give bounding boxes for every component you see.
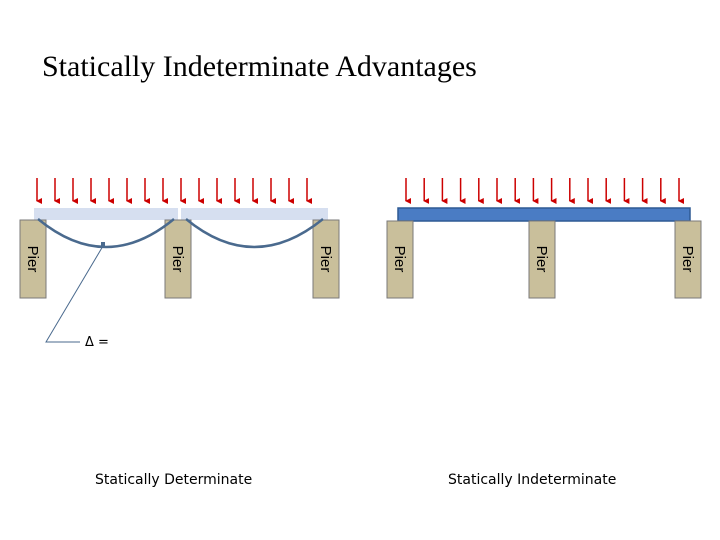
- pier-4: [386, 220, 414, 299]
- pier-6: [674, 220, 702, 299]
- pier-label-3: Pier: [317, 246, 334, 273]
- pier-label-6: Pier: [679, 246, 696, 273]
- pier-5: [528, 220, 556, 299]
- pier-label-4: Pier: [391, 246, 408, 273]
- delta-label: Δ =: [85, 335, 109, 350]
- indeterminate-system: [386, 178, 702, 299]
- simple-span-beam-2: [181, 208, 328, 220]
- caption-determinate: Statically Determinate: [95, 472, 253, 488]
- continuous-beam: [397, 207, 691, 222]
- deflected-shape-span-2: [185, 218, 324, 249]
- pier-1: [19, 219, 47, 299]
- right-load-arrows: [405, 178, 684, 204]
- left-load-arrows: [36, 178, 312, 204]
- determinate-system: Δ =: [19, 178, 340, 350]
- page-title: Statically Indeterminate Advantages: [42, 50, 477, 83]
- pier-label-1: Pier: [24, 246, 41, 273]
- pier-label-2: Pier: [169, 246, 186, 273]
- deflection-leader-line: [45, 245, 104, 343]
- pier-2: [164, 219, 192, 299]
- simple-span-beam-1: [34, 208, 178, 220]
- pier-label-5: Pier: [533, 246, 550, 273]
- caption-indeterminate: Statically Indeterminate: [448, 472, 617, 488]
- pier-3: [312, 219, 340, 299]
- deflected-shape-span-1: [37, 218, 175, 249]
- deflection-marker: [101, 242, 105, 246]
